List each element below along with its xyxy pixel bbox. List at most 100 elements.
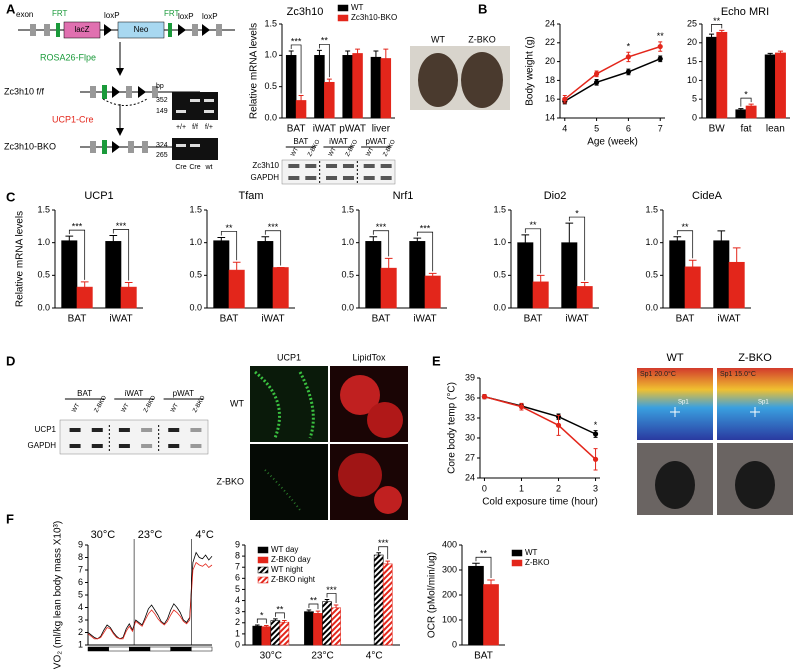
y-tick-label: 20 xyxy=(545,56,555,66)
day-night-bar xyxy=(191,646,213,652)
y-tick-label: 0.0 xyxy=(264,112,277,122)
bar xyxy=(304,611,314,646)
bar xyxy=(272,267,289,309)
lane-label: WT xyxy=(328,146,338,157)
chart-title: Zc3h10 xyxy=(287,6,324,18)
phase-label: 23°C xyxy=(138,529,163,541)
blot-band xyxy=(326,176,338,180)
tissue-label: BAT xyxy=(77,389,92,398)
significance-label: ** xyxy=(529,220,537,230)
chart-title: Dio2 xyxy=(544,190,567,202)
gel-label: bp xyxy=(156,83,164,90)
phase-label: 30°C xyxy=(91,529,116,541)
y-axis-label: Relative mRNA levels xyxy=(249,23,260,119)
y-tick-label: 39 xyxy=(465,372,475,382)
significance-label: *** xyxy=(291,36,302,46)
bar xyxy=(764,54,776,119)
lane-label: Z-BKO xyxy=(192,395,207,414)
y-axis-label: OCR (pMol/min/ug) xyxy=(427,552,438,638)
significance-bracket xyxy=(68,229,86,280)
legend-swatch xyxy=(257,546,269,554)
error-bar xyxy=(65,235,74,241)
significance-label: * xyxy=(627,42,631,52)
marker xyxy=(593,79,600,85)
blot-band xyxy=(118,444,130,448)
x-tick-label: BAT xyxy=(524,314,543,325)
western-blot xyxy=(59,419,209,455)
blot-band xyxy=(118,428,130,432)
y-tick-label: 8 xyxy=(235,550,240,560)
blot-band xyxy=(91,428,103,432)
error-bar xyxy=(355,48,361,54)
significance-bracket xyxy=(220,231,238,261)
bar xyxy=(424,275,441,309)
bar xyxy=(213,240,230,309)
legend-label: Zc3h10-BKO xyxy=(351,13,397,22)
blot-band xyxy=(342,164,354,168)
y-tick-label: 1.0 xyxy=(37,237,50,247)
blot-band xyxy=(91,444,103,448)
blot-band xyxy=(69,428,81,432)
y-tick-label: 16 xyxy=(545,94,555,104)
series-line xyxy=(87,551,213,640)
error-bar xyxy=(373,50,379,58)
significance-label: *** xyxy=(116,221,127,231)
x-tick-label: iWAT xyxy=(717,314,740,325)
error-bar xyxy=(708,33,715,38)
y-tick-label: 1.5 xyxy=(493,204,506,214)
error-bar xyxy=(383,48,389,59)
error-bar xyxy=(413,237,422,242)
y-tick-label: 100 xyxy=(442,614,457,624)
bar xyxy=(382,563,393,646)
significance-bracket xyxy=(372,230,390,257)
blot-band xyxy=(363,164,375,168)
stain-label: UCP1 xyxy=(277,352,301,362)
significance-label: ** xyxy=(310,595,318,605)
bar xyxy=(370,56,382,119)
bar xyxy=(576,286,593,309)
gel-label: 265 xyxy=(156,152,168,159)
error-bar xyxy=(565,222,574,243)
panel-label: E xyxy=(432,353,441,368)
blot-band xyxy=(288,176,300,180)
marker xyxy=(562,96,568,102)
marker xyxy=(625,69,632,75)
error-bar xyxy=(109,234,118,242)
y-tick-label: 1.0 xyxy=(341,237,354,247)
bar xyxy=(684,266,701,309)
mouse-photo: WT Z-BKO xyxy=(410,34,510,110)
error-bar xyxy=(738,108,744,110)
significance-label: ** xyxy=(480,549,488,559)
gel-label: f/f xyxy=(192,124,198,131)
error-bar xyxy=(80,281,89,288)
blot-band xyxy=(190,428,202,432)
gel-label: 352 xyxy=(156,97,168,104)
gel-label: wt xyxy=(205,164,213,171)
error-bar xyxy=(777,50,784,53)
lane-label: Z-BKO xyxy=(143,395,158,414)
bar xyxy=(295,100,307,119)
y-tick-label: 24 xyxy=(545,18,555,28)
x-tick-label: 5 xyxy=(594,123,599,133)
y-tick-label: 5 xyxy=(78,589,83,599)
error-bar xyxy=(767,52,773,55)
y-tick-label: 0.5 xyxy=(493,270,506,280)
bar xyxy=(352,53,363,119)
x-tick-label: 30°C xyxy=(260,651,282,662)
blot-band xyxy=(141,444,153,448)
significance-label: ** xyxy=(225,223,233,233)
bar xyxy=(669,240,686,309)
blot-band xyxy=(380,164,392,168)
y-tick-label: 10 xyxy=(687,75,697,85)
gel: bp 352 149 +/+ f/f f/+ 324 265 Cre Cre w… xyxy=(156,83,218,171)
marker xyxy=(592,456,599,462)
legend-label: WT xyxy=(525,548,538,557)
y-tick-label: 1.0 xyxy=(264,50,277,60)
x-tick-label: BAT xyxy=(474,651,493,662)
bar xyxy=(706,36,717,119)
y-tick-label: 33 xyxy=(465,412,475,422)
x-tick-label: BAT xyxy=(372,314,391,325)
y-tick-label: 3 xyxy=(235,606,240,616)
blot-band xyxy=(326,164,338,168)
panel-label: B xyxy=(478,1,487,16)
